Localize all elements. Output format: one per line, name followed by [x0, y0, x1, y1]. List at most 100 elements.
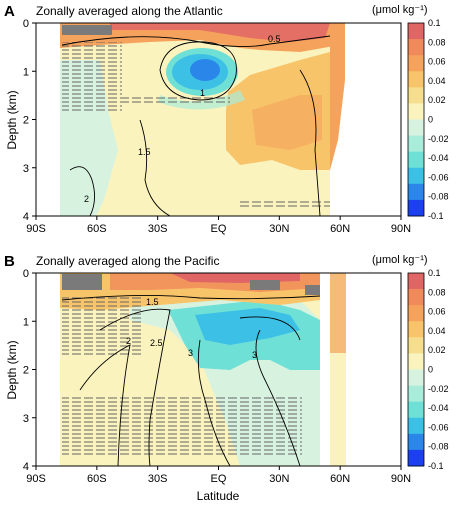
panel-a-contour-label: 1 [200, 88, 205, 98]
colorbar-swatch [408, 417, 424, 435]
panel-b: B Zonally averaged along the Pacific [4, 253, 449, 503]
x-tick-label: 60S [87, 223, 107, 235]
y-tick-label: 1 [23, 66, 29, 78]
colorbar-swatch [408, 321, 424, 338]
colorbar-tick-label: 0.06 [428, 57, 446, 67]
colorbar-swatch [408, 385, 424, 403]
colorbar-swatch [408, 135, 424, 153]
colorbar-swatch [408, 151, 424, 169]
panel-a-colorbar: (μmol kg⁻¹)0.1 0.08 0.06 0.04 0.02 0 -0.02 -0.0… [372, 4, 449, 221]
panel-a-contour-label: 1.5 [138, 147, 151, 157]
panel-a-contour-label: 2 [84, 194, 89, 204]
colorbar-swatch [408, 199, 424, 217]
x-tick-label: EQ [211, 473, 227, 485]
panel-b-hatching [62, 295, 142, 355]
x-tick-label: 90S [26, 223, 46, 235]
colorbar-swatch [408, 39, 424, 56]
y-tick-label: 0 [23, 268, 29, 280]
y-tick-label: 2 [23, 365, 29, 377]
colorbar-unit: (μmol kg⁻¹) [372, 254, 428, 266]
colorbar-swatch [408, 23, 424, 40]
colorbar-tick-label: -0.1 [428, 461, 444, 471]
panel-b-letter: B [4, 253, 15, 270]
x-tick-label: EQ [211, 223, 227, 235]
x-tick-label: 30S [148, 473, 168, 485]
panel-b-field [36, 273, 401, 466]
colorbar-swatch [408, 167, 424, 185]
x-tick-label: 90S [26, 473, 46, 485]
panel-b-title: Zonally averaged along the Pacific [36, 254, 219, 268]
colorbar-swatch [408, 353, 424, 370]
colorbar-tick-label: -0.06 [428, 172, 449, 182]
colorbar-swatch [408, 369, 424, 387]
colorbar-swatch [408, 273, 424, 290]
colorbar-swatch [408, 401, 424, 419]
x-tick-label: 60S [87, 473, 107, 485]
y-tick-label: 4 [23, 461, 29, 473]
colorbar-swatch [408, 305, 424, 322]
panel-a-letter: A [4, 3, 15, 20]
colorbar-tick-label: -0.04 [428, 153, 449, 163]
y-tick-label: 3 [23, 163, 29, 175]
colorbar-swatch [408, 337, 424, 354]
panel-b-contours [61, 294, 321, 466]
colorbar-tick-label: -0.06 [428, 422, 449, 432]
y-tick-label: 1 [23, 316, 29, 328]
colorbar-swatch [408, 87, 424, 104]
panel-b-contour-label: 3 [188, 348, 193, 358]
colorbar-swatch [408, 119, 424, 137]
colorbar-tick-label: -0.08 [428, 192, 449, 202]
colorbar-tick-label: 0.04 [428, 76, 446, 86]
panel-a: A Zonally averaged along the Atlantic [4, 3, 449, 235]
colorbar-swatch [408, 433, 424, 451]
colorbar-unit: (μmol kg⁻¹) [372, 4, 428, 16]
panel-a-field [36, 23, 401, 216]
colorbar-tick-label: 0.08 [428, 287, 446, 297]
colorbar-swatch [408, 55, 424, 72]
colorbar-tick-label: 0.06 [428, 307, 446, 317]
y-tick-label: 4 [23, 211, 29, 223]
colorbar-swatch [408, 71, 424, 88]
colorbar-tick-label: 0.1 [428, 18, 441, 28]
panel-a-contours [61, 35, 331, 216]
x-axis-label: Latitude [197, 489, 240, 503]
colorbar-frame [407, 22, 425, 217]
panel-b-ylabel: Depth (km) [5, 340, 19, 399]
colorbar-tick-label: -0.08 [428, 442, 449, 452]
colorbar-tick-label: -0.1 [428, 211, 444, 221]
x-tick-label: 90N [391, 473, 411, 485]
colorbar-tick-label: 0 [428, 115, 433, 125]
colorbar-tick-label: -0.04 [428, 403, 449, 413]
panel-a-contour-label: 0.5 [268, 34, 281, 44]
panel-a-ylabel: Depth (km) [5, 90, 19, 149]
panel-b-contour-label: 3 [252, 350, 257, 360]
colorbar-tick-label: 0.1 [428, 268, 441, 278]
panel-a-land-mask [62, 25, 112, 35]
x-tick-label: 30N [269, 473, 289, 485]
colorbar-tick-label: 0 [428, 365, 433, 375]
x-tick-label: 90N [391, 223, 411, 235]
panel-b-contour-label: 2 [126, 336, 131, 346]
colorbar-tick-label: 0.02 [428, 95, 446, 105]
colorbar-swatch [408, 103, 424, 120]
colorbar-tick-label: 0.04 [428, 326, 446, 336]
x-tick-label: 60N [330, 473, 350, 485]
colorbar-tick-label: -0.02 [428, 384, 449, 394]
x-tick-label: 30S [148, 223, 168, 235]
colorbar-swatch [408, 183, 424, 201]
panel-b-contour-label: 2.5 [150, 338, 163, 348]
colorbar-swatch [408, 289, 424, 306]
colorbar-frame [407, 272, 425, 467]
y-tick-label: 3 [23, 413, 29, 425]
panel-b-contour-label: 1.5 [146, 297, 159, 307]
y-tick-label: 2 [23, 115, 29, 127]
panel-b-land-mask [62, 274, 102, 290]
colorbar-tick-label: -0.02 [428, 134, 449, 144]
panel-a-title: Zonally averaged along the Atlantic [36, 4, 223, 18]
colorbar-swatch [408, 449, 424, 467]
x-tick-label: 30N [269, 223, 289, 235]
panel-b-colorbar: (μmol kg⁻¹)0.1 0.08 0.06 0.04 0.02 0 -0.02 -0.0… [372, 254, 449, 471]
